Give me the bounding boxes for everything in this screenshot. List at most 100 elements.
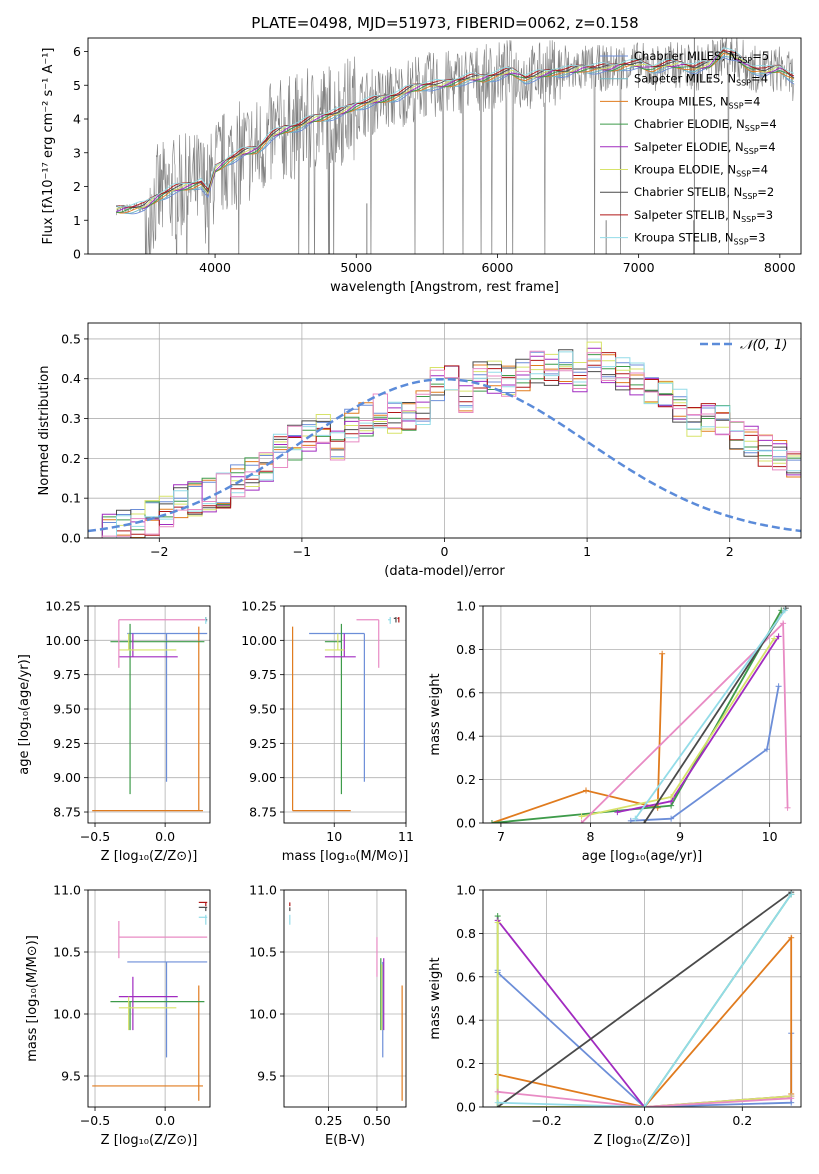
gaussian-curve — [88, 377, 801, 533]
y-tick-label: 6 — [73, 44, 81, 59]
y-axis-label: age [log₁₀(age/yr)] — [17, 654, 32, 775]
x-axis-label: Z [log₁₀(Z/Z⊙)] — [101, 1133, 198, 1148]
axes-frame — [87, 37, 802, 255]
weight-line — [497, 1090, 792, 1107]
spectrum-panel: 4000 5000 6000 7000 8000 0 1 2 3 4 5 6 wavelength [A… — [41, 37, 802, 295]
x-tick-label: 4000 — [199, 260, 231, 275]
x-tick-label: 10 — [762, 829, 778, 844]
x-tick-label: 0.0 — [635, 1113, 655, 1128]
y-tick-label: 0.3 — [61, 411, 81, 426]
residual-histogram — [88, 352, 801, 538]
y-tick-label: 8.75 — [249, 805, 277, 820]
x-axis-label: (data-model)/error — [384, 564, 505, 579]
weight-line — [497, 891, 792, 1107]
y-tick-label: 10.0 — [249, 1007, 277, 1022]
y-tick-label: 2 — [73, 179, 81, 194]
y-tick-label: 9.75 — [53, 667, 81, 682]
plot-area — [494, 890, 795, 1107]
plot-area — [92, 616, 208, 812]
model-spectrum-line — [116, 52, 795, 214]
residual-histogram — [88, 349, 801, 538]
y-axis-label: mass weight — [428, 957, 443, 1039]
y-tick-label: 1 — [73, 213, 81, 228]
legend-entry: Salpeter STELIB, NSSP=3 — [634, 208, 773, 224]
weight-line — [491, 609, 783, 823]
y-tick-label: 0.4 — [61, 371, 81, 386]
y-axis-label: Normed distribution — [37, 366, 52, 496]
x-tick-label: 8 — [587, 829, 595, 844]
weight-line — [496, 922, 792, 1107]
y-tick-label: 0.6 — [456, 969, 476, 984]
y-tick-label: 0.8 — [456, 642, 476, 657]
legend-entry: Chabrier ELODIE, NSSP=4 — [634, 117, 777, 133]
x-tick-label: 2 — [726, 544, 734, 559]
y-axis-label: mass weight — [428, 673, 443, 755]
y-tick-label: 10.5 — [53, 945, 81, 960]
legend-entry: Kroupa STELIB, NSSP=3 — [634, 231, 765, 247]
y-tick-label: 1.0 — [456, 883, 476, 898]
y-tick-label: 9.25 — [249, 736, 277, 751]
x-tick-label: 1 — [583, 544, 591, 559]
y-tick-label: 10.5 — [249, 945, 277, 960]
plot-area — [289, 902, 403, 1101]
y-tick-label: 3 — [73, 145, 81, 160]
y-tick-label: 8.75 — [53, 805, 81, 820]
x-axis-label: mass [log₁₀(M/M⊙)] — [282, 849, 409, 864]
y-axis-label: Flux [fλ10⁻¹⁷ erg cm⁻² s⁻¹ A⁻¹] — [41, 48, 56, 245]
axes-frame — [87, 889, 211, 1108]
y-tick-label: 10.25 — [241, 599, 277, 614]
axes-frame — [283, 889, 407, 1108]
weight-line — [491, 653, 664, 823]
y-tick-label: 0.1 — [61, 491, 81, 506]
legend-entry: Kroupa ELODIE, NSSP=4 — [634, 163, 768, 179]
x-tick-label: −0.5 — [80, 829, 110, 844]
y-tick-label: 0.4 — [456, 729, 476, 744]
legend-entry: Kroupa MILES, NSSP=4 — [634, 94, 760, 110]
legend-entry: Chabrier STELIB, NSSP=2 — [634, 185, 774, 201]
x-tick-label: 9 — [676, 829, 684, 844]
y-axis-label: mass [log₁₀(M/M⊙)] — [25, 935, 40, 1062]
weight-vs-metallicity-panel: −0.2 0.0 0.2 0.0 0.2 0.4 0.6 0.8 1.0 Z [log₁₀(Z/Z… — [428, 883, 802, 1148]
y-tick-label: 11.0 — [249, 883, 277, 898]
weight-line — [630, 686, 780, 822]
y-tick-label: 9.75 — [249, 667, 277, 682]
age-vs-metallicity-panel: −0.5 0.0 8.75 9.00 9.25 9.50 9.75 10.00 10.25 Z [… — [17, 599, 211, 864]
residuals-panel: −2 −1 0 1 2 0.0 0.1 0.2 0.3 0.4 0.5 (data-model)/er… — [37, 322, 802, 579]
x-tick-label: 0.25 — [315, 1113, 343, 1128]
legend-entry: Salpeter ELODIE, NSSP=4 — [634, 140, 776, 156]
model-spectrum-line — [116, 50, 795, 214]
mass-vs-metallicity-panel: −0.5 0.0 9.5 10.0 10.5 11.0 Z [log₁₀(Z/Z⊙)] mas… — [25, 883, 211, 1148]
weight-line — [643, 607, 787, 823]
y-tick-label: 0.0 — [61, 531, 81, 546]
x-axis-label: Z [log₁₀(Z/Z⊙)] — [101, 849, 198, 864]
axes-frame — [87, 322, 802, 539]
y-tick-label: 9.50 — [249, 702, 277, 717]
x-tick-label: −0.5 — [80, 1113, 110, 1128]
y-tick-label: 10.00 — [45, 633, 81, 648]
x-tick-label: 0.0 — [155, 829, 175, 844]
x-axis-label: wavelength [Angstrom, rest frame] — [330, 280, 559, 295]
weight-line — [497, 893, 792, 1107]
plot-area — [292, 616, 400, 812]
y-tick-label: 0.2 — [456, 772, 476, 787]
y-tick-label: 9.00 — [53, 770, 81, 785]
y-tick-label: 10.25 — [45, 599, 81, 614]
x-tick-label: 5000 — [340, 260, 372, 275]
y-tick-label: 5 — [73, 78, 81, 93]
y-tick-label: 0.8 — [456, 926, 476, 941]
y-tick-label: 9.50 — [53, 702, 81, 717]
y-tick-label: 0.5 — [61, 331, 81, 346]
x-tick-label: −2 — [150, 544, 168, 559]
y-tick-label: 9.25 — [53, 736, 81, 751]
y-tick-label: 10.00 — [241, 633, 277, 648]
x-tick-label: 11 — [398, 829, 414, 844]
x-tick-label: −0.2 — [531, 1113, 561, 1128]
x-tick-label: 10 — [326, 829, 342, 844]
axes-frame — [283, 605, 407, 824]
plot-area — [488, 606, 791, 823]
figure-title: PLATE=0498, MJD=51973, FIBERID=0062, z=0… — [251, 14, 638, 32]
y-tick-label: 4 — [73, 112, 81, 127]
residual-histogram — [88, 350, 801, 538]
x-axis-label: Z [log₁₀(Z/Z⊙)] — [594, 1133, 691, 1148]
